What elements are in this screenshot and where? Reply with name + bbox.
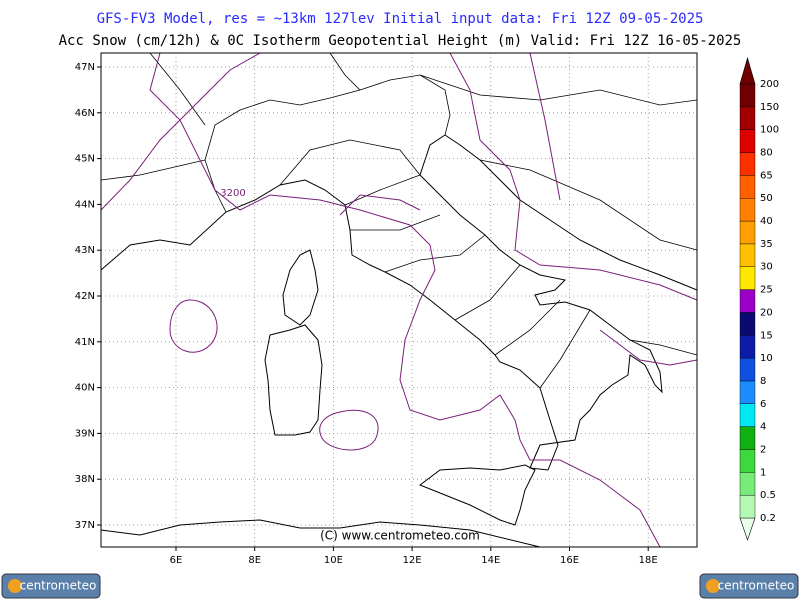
lon-label: 8E — [248, 555, 261, 566]
regional-borders — [279, 139, 591, 389]
colorbar-bottom-cap — [739, 517, 756, 541]
colorbar-segment — [739, 472, 756, 496]
logo-icon — [8, 579, 22, 593]
map-frame — [100, 52, 698, 548]
colorbar-label: 200 — [760, 79, 779, 90]
title: GFS-FV3 Model, res = ~13km 127lev Initia… — [97, 11, 704, 27]
contour-label: 3200 — [220, 188, 245, 199]
colorbar-label: 65 — [760, 170, 773, 181]
colorbar-segment — [739, 106, 756, 130]
adriatic-east-coast — [444, 134, 698, 291]
lon-label: 10E — [324, 555, 343, 566]
isotherm-contour — [100, 52, 698, 548]
colorbar-label: 0.2 — [760, 513, 776, 524]
colorbar-segment — [739, 449, 756, 473]
lat-label: 39N — [75, 428, 95, 439]
lon-label: 12E — [403, 555, 422, 566]
colorbar-label: 40 — [760, 216, 773, 227]
colorbar-label: 35 — [760, 239, 773, 250]
logo-text[interactable]: centrometeo — [20, 579, 97, 593]
map-features: 3200 — [100, 52, 698, 548]
graticule: 47N 46N 45N 44N 43N 42N 41N 40N 39N 38N 37N 6E 8E 10E… — [75, 53, 697, 566]
logo-text[interactable]: centrometeo — [718, 579, 795, 593]
logo-box[interactable] — [1, 573, 101, 599]
colorbar-label: 150 — [760, 102, 779, 113]
lat-label: 46N — [75, 108, 95, 119]
lat-label: 47N — [75, 62, 95, 73]
colorbar-segment — [739, 220, 756, 245]
africa-coast — [100, 519, 541, 548]
lon-label: 16E — [560, 555, 579, 566]
lon-label: 14E — [481, 555, 500, 566]
lat-label: 43N — [75, 245, 95, 256]
colorbar-label: 30 — [760, 262, 773, 273]
colorbar-label: 80 — [760, 148, 773, 159]
colorbar-segment — [739, 175, 756, 199]
colorbar-label: 2 — [760, 444, 766, 455]
colorbar-label: 15 — [760, 330, 773, 341]
logo-box[interactable] — [699, 573, 799, 599]
logo-icon — [706, 579, 720, 593]
sardinia — [264, 324, 323, 436]
colorbar-label: 20 — [760, 307, 773, 318]
lat-label: 41N — [75, 337, 95, 348]
colorbar-label: 10 — [760, 353, 773, 364]
colorbar-segment — [739, 198, 756, 222]
lat-label: 45N — [75, 154, 95, 165]
colorbar-label: 0.5 — [760, 490, 776, 501]
colorbar-label: 100 — [760, 125, 779, 136]
colorbar-segment — [739, 335, 756, 359]
colorbar-segment — [739, 357, 756, 382]
logo-right[interactable]: centrometeo — [699, 573, 799, 599]
colorbar-segment — [739, 129, 756, 153]
sicily — [418, 464, 536, 526]
lat-label: 44N — [75, 199, 95, 210]
colorbar-segment — [739, 243, 756, 267]
colorbar-label: 1 — [760, 467, 766, 478]
logo-left[interactable]: centrometeo — [1, 573, 101, 599]
borders — [100, 52, 698, 356]
lat-label: 42N — [75, 291, 95, 302]
colorbar-segment — [739, 289, 756, 313]
lon-label: 18E — [639, 555, 658, 566]
colorbar-segment — [739, 152, 756, 176]
colorbar-segment — [739, 494, 756, 519]
copyright: (C) www.centrometeo.com — [320, 529, 480, 543]
colorbar-segment — [739, 312, 756, 336]
colorbar-top-cap — [739, 56, 756, 85]
colorbar-segment — [739, 403, 756, 427]
colorbar-label: 4 — [760, 422, 766, 433]
lat-label: 37N — [75, 520, 95, 531]
lon-label: 6E — [170, 555, 183, 566]
colorbar-segment — [739, 83, 756, 108]
colorbar-label: 25 — [760, 285, 773, 296]
colorbar-label: 6 — [760, 399, 766, 410]
coastline — [100, 134, 663, 471]
corsica — [282, 249, 319, 326]
colorbar-segment — [739, 426, 756, 450]
lat-label: 38N — [75, 474, 95, 485]
colorbar: 0.2 0.5 1 2 4 6 8 10 15 20 25 30 35 40 50 65 80 100 150 200 — [739, 56, 779, 541]
colorbar-label: 50 — [760, 193, 773, 204]
isotherm-closed-contour — [169, 299, 379, 451]
colorbar-segment — [739, 266, 756, 290]
colorbar-label: 8 — [760, 376, 766, 387]
colorbar-segment — [739, 380, 756, 404]
subtitle: Acc Snow (cm/12h) & 0C Isotherm Geopoten… — [59, 33, 742, 49]
lat-label: 40N — [75, 383, 95, 394]
